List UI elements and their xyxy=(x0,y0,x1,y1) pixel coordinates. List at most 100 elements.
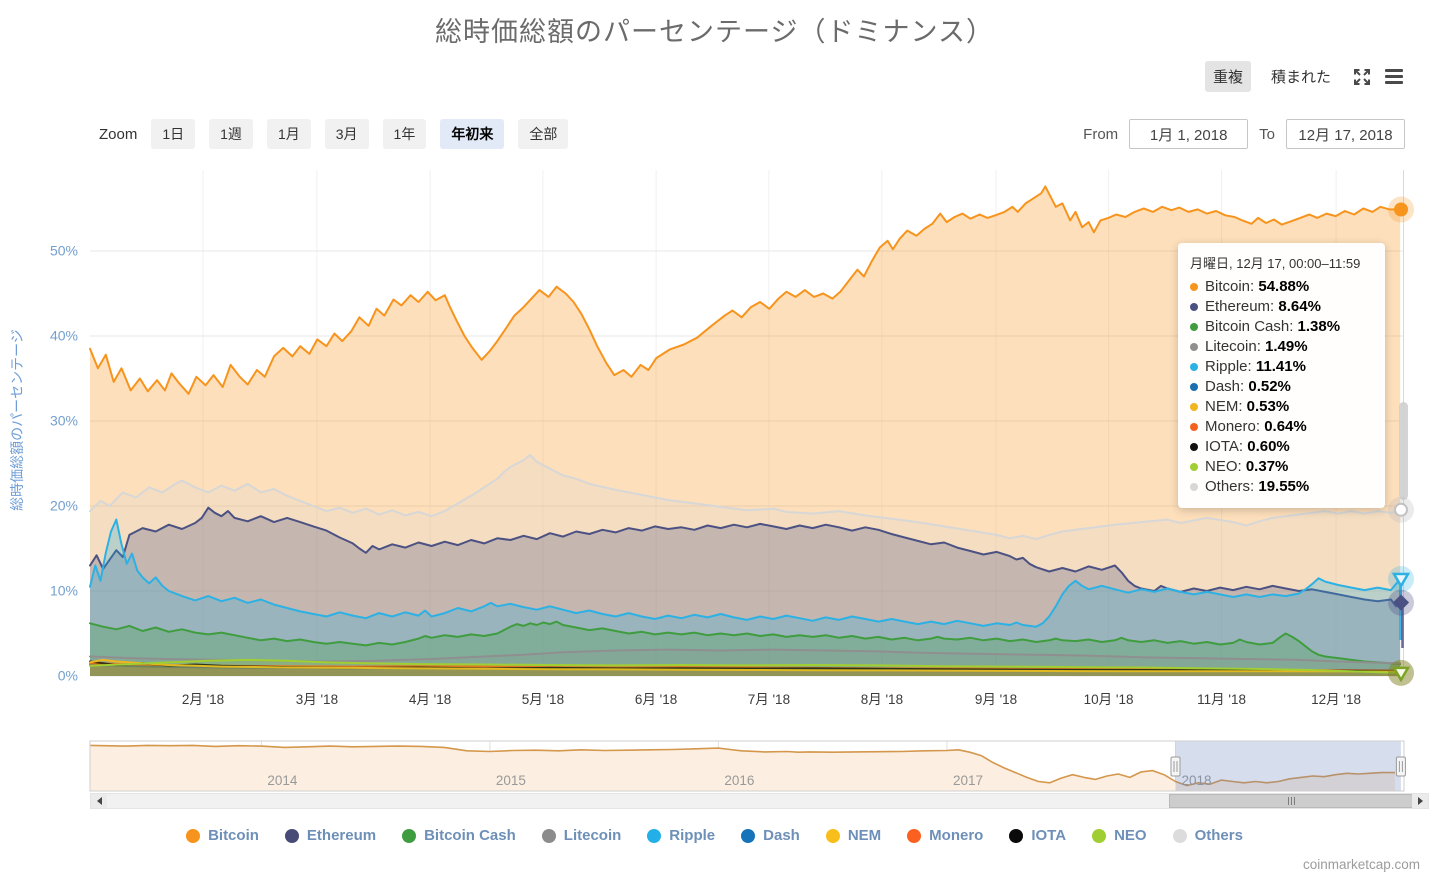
legend-dot-icon xyxy=(907,828,922,843)
area-NEO xyxy=(90,659,1401,676)
legend-item-bitcoin-cash[interactable]: Bitcoin Cash xyxy=(402,827,516,844)
overlap-mode-button[interactable]: 重複 xyxy=(1204,61,1251,92)
line-IOTA xyxy=(89,660,1402,672)
zoom-preset-1[interactable]: 1日 xyxy=(151,119,196,149)
legend-item-litecoin[interactable]: Litecoin xyxy=(541,827,621,844)
navigator-area xyxy=(90,745,1395,791)
legend-item-iota[interactable]: IOTA xyxy=(1009,827,1066,844)
series-dot-icon xyxy=(1190,323,1198,331)
line-Ethereum xyxy=(89,506,1402,608)
series-dot-icon xyxy=(1190,383,1198,391)
legend-item-ethereum[interactable]: Ethereum xyxy=(284,827,376,844)
scrollbar-thumb[interactable] xyxy=(1169,794,1413,808)
scrollbar-right-arrow-icon[interactable] xyxy=(1412,794,1428,808)
legend-item-nem[interactable]: NEM xyxy=(825,827,881,844)
legend-dot-icon xyxy=(741,828,756,843)
legend-dot-icon xyxy=(541,828,556,843)
tooltip-row: Dash: 0.52% xyxy=(1190,377,1373,397)
legend-dot-icon xyxy=(1092,828,1107,843)
legend-item-monero[interactable]: Monero xyxy=(907,827,983,844)
fullscreen-icon[interactable] xyxy=(1351,66,1373,88)
area-Litecoin xyxy=(90,649,1401,676)
navigator-year-label: 2015 xyxy=(496,773,526,788)
line-Monero xyxy=(89,662,1402,672)
navigator-handle-2[interactable] xyxy=(1395,756,1406,777)
area-Ethereum xyxy=(90,507,1401,676)
legend-dot-icon xyxy=(284,828,299,843)
navigator-year-label: 2018 xyxy=(1182,773,1212,788)
series-dot-icon xyxy=(1190,343,1198,351)
zoom-preset-6[interactable]: 年初来 xyxy=(440,119,505,149)
mode-toggle: 重複 積まれた xyxy=(1204,61,1403,92)
y-axis-title: 総時価総額のパーセンテージ xyxy=(9,329,25,511)
menu-icon[interactable] xyxy=(1385,69,1403,84)
series-dot-icon xyxy=(1190,283,1198,291)
page-title: 総時価総額のパーセンテージ（ドミナンス） xyxy=(435,17,994,47)
legend-item-others[interactable]: Others xyxy=(1172,827,1243,844)
to-date-input[interactable] xyxy=(1286,119,1405,149)
tooltip: 月曜日, 12月 17, 00:00–11:59 Bitcoin: 54.88%… xyxy=(1178,243,1385,508)
tooltip-row: Monero: 0.64% xyxy=(1190,417,1373,437)
legend-item-dash[interactable]: Dash xyxy=(741,827,800,844)
zoom-preset-2[interactable]: 1週 xyxy=(209,119,253,149)
zoom-preset-3[interactable]: 1月 xyxy=(266,119,311,149)
tooltip-row: Bitcoin Cash: 1.38% xyxy=(1190,317,1373,337)
x-tick: 5月 '18 xyxy=(522,692,564,707)
area-Ripple xyxy=(90,519,1401,676)
zoom-preset-7[interactable]: 全部 xyxy=(518,119,569,149)
y-tick: 40% xyxy=(50,328,78,344)
scrollbar-track[interactable] xyxy=(90,793,1429,809)
x-tick: 4月 '18 xyxy=(409,692,451,707)
series-dot-icon xyxy=(1190,423,1198,431)
line-Dash xyxy=(89,664,1402,673)
legend-dot-icon xyxy=(647,828,662,843)
x-tick: 12月 '18 xyxy=(1311,692,1361,707)
navigator-year-label: 2016 xyxy=(724,773,754,788)
line-Litecoin xyxy=(89,648,1402,665)
y-tick: 30% xyxy=(50,413,78,429)
navigator-selected-mask[interactable] xyxy=(1175,741,1401,791)
area-Dash xyxy=(90,665,1401,676)
x-tick: 3月 '18 xyxy=(296,692,338,707)
stacked-mode-button[interactable]: 積まれた xyxy=(1263,61,1339,92)
x-tick: 6月 '18 xyxy=(635,692,677,707)
line-Ripple xyxy=(89,518,1402,628)
legend-dot-icon xyxy=(825,828,840,843)
scrollbar-left-arrow-icon[interactable] xyxy=(91,794,107,808)
series-dot-icon xyxy=(1190,363,1198,371)
legend-item-neo[interactable]: NEO xyxy=(1092,827,1147,844)
tooltip-row: Bitcoin: 54.88% xyxy=(1190,277,1373,297)
legend-dot-icon xyxy=(1009,828,1024,843)
legend-dot-icon xyxy=(1172,828,1187,843)
area-NEM xyxy=(90,659,1401,676)
legend-item-ripple[interactable]: Ripple xyxy=(647,827,715,844)
zoom-preset-5[interactable]: 1年 xyxy=(382,119,427,149)
series-dot-icon xyxy=(1190,483,1198,491)
navigator-handle-1[interactable] xyxy=(1170,756,1181,777)
navigator[interactable]: 2014 2015 2016 2017 2018 xyxy=(89,740,1406,792)
navigator-line xyxy=(89,744,1395,787)
y-tick: 50% xyxy=(50,243,78,259)
legend-item-bitcoin[interactable]: Bitcoin xyxy=(186,827,259,844)
axis-labels: 2月 '18 3月 '18 4月 '18 5月 '18 6月 '18 7月 '18 8月 '… xyxy=(50,243,1361,708)
date-range: From To xyxy=(1083,119,1405,149)
tooltip-rows: Bitcoin: 54.88% Ethereum: 8.64% Bitcoin Ca… xyxy=(1190,277,1373,497)
zoom-presets: Zoom 1日 1週 1月 3月 1年 年初来 全部 xyxy=(99,119,569,149)
line-NEO xyxy=(89,658,1402,674)
zoom-preset-4[interactable]: 3月 xyxy=(324,119,369,149)
end-markers xyxy=(1388,196,1414,686)
to-label: To xyxy=(1259,125,1275,143)
x-tick: 2月 '18 xyxy=(182,692,224,707)
tooltip-row: Ethereum: 8.64% xyxy=(1190,297,1373,317)
chart-decorations xyxy=(1399,170,1408,676)
line-Bitcoin Cash xyxy=(89,620,1402,666)
from-date-input[interactable] xyxy=(1129,119,1249,149)
x-tick: 7月 '18 xyxy=(748,692,790,707)
area-IOTA xyxy=(90,661,1401,676)
from-label: From xyxy=(1083,125,1119,143)
watermark: coinmarketcap.com xyxy=(1302,857,1420,872)
legend-dot-icon xyxy=(402,828,417,843)
tooltip-row: Ripple: 11.41% xyxy=(1190,357,1373,377)
legend-dot-icon xyxy=(186,828,201,843)
